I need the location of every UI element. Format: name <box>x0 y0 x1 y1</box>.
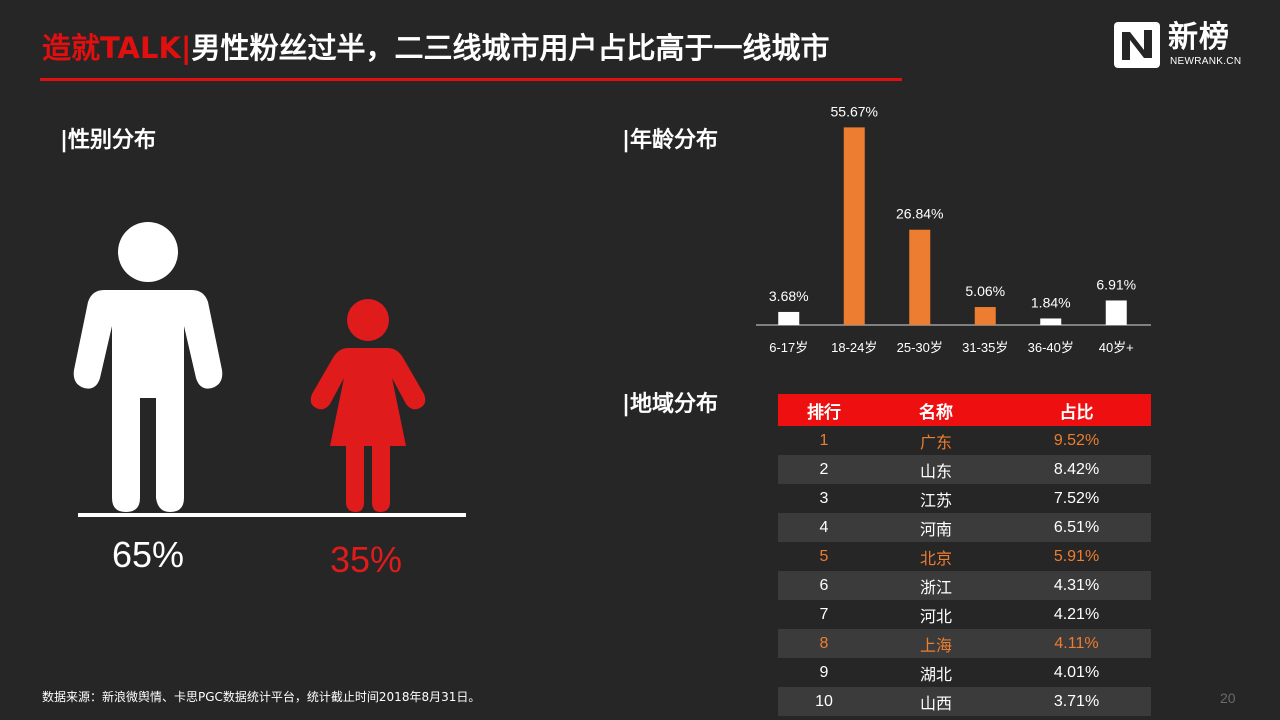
rank-cell: 10 <box>778 687 870 716</box>
province-cell: 浙江 <box>870 571 1002 600</box>
table-row: 9 湖北 4.01% <box>778 658 1151 687</box>
table-row: 1 广东 9.52% <box>778 426 1151 455</box>
gender-baseline <box>78 513 466 517</box>
province-cell: 河南 <box>870 513 1002 542</box>
logo-chinese-text: 新榜 <box>1168 20 1230 55</box>
region-table-header: 排行 名称 占比 <box>778 394 1151 426</box>
female-percentage: 35% <box>330 539 403 580</box>
table-row: 7 河北 4.21% <box>778 600 1151 629</box>
header-share: 占比 <box>1002 394 1151 426</box>
age-data-label: 3.68% <box>769 288 809 304</box>
header-rank: 排行 <box>778 394 870 426</box>
age-category-label: 6-17岁 <box>769 340 808 355</box>
province-cell: 山西 <box>870 687 1002 716</box>
province-cell: 湖北 <box>870 658 1002 687</box>
age-bar <box>1040 318 1062 325</box>
logo-english-text: NEWRANK.CN <box>1170 56 1242 67</box>
age-data-label: 55.67% <box>831 103 878 119</box>
share-cell: 4.11% <box>1002 629 1151 658</box>
female-figure-icon <box>310 299 426 512</box>
rank-cell: 4 <box>778 513 870 542</box>
age-data-label: 26.84% <box>896 206 943 222</box>
province-cell: 河北 <box>870 600 1002 629</box>
age-data-label: 6.91% <box>1096 276 1136 292</box>
share-cell: 9.52% <box>1002 426 1151 455</box>
province-cell: 广东 <box>870 426 1002 455</box>
age-bar <box>843 127 865 326</box>
newrank-logo-icon <box>1114 22 1160 68</box>
rank-cell: 2 <box>778 455 870 484</box>
province-cell: 上海 <box>870 629 1002 658</box>
age-category-label: 18-24岁 <box>831 340 877 355</box>
header-name: 名称 <box>870 394 1002 426</box>
rank-cell: 8 <box>778 629 870 658</box>
age-bar <box>909 229 931 325</box>
data-source-note: 数据来源：新浪微舆情、卡思PGC数据统计平台，统计截止时间2018年8月31日。 <box>42 690 481 704</box>
title-brand: 造就TALK| <box>42 31 192 65</box>
age-category-label: 40岁+ <box>1099 340 1134 355</box>
share-cell: 7.52% <box>1002 484 1151 513</box>
page-number: 20 <box>1220 690 1236 706</box>
male-percentage: 65% <box>112 534 185 575</box>
age-category-label: 25-30岁 <box>897 340 943 355</box>
table-row: 3 江苏 7.52% <box>778 484 1151 513</box>
age-bar-chart: 3.68% 6-17岁 55.67% 18-24岁 26.84% 25-30岁 5.06% 3… <box>756 103 1151 355</box>
age-data-label: 5.06% <box>965 283 1005 299</box>
share-cell: 3.71% <box>1002 687 1151 716</box>
table-row: 6 浙江 4.31% <box>778 571 1151 600</box>
age-bar <box>1105 300 1127 325</box>
share-cell: 5.91% <box>1002 542 1151 571</box>
male-figure-icon <box>73 222 223 512</box>
share-cell: 8.42% <box>1002 455 1151 484</box>
age-section-title: |年龄分布 <box>622 128 719 153</box>
region-table: 排行 名称 占比 1 广东 9.52% 2 山东 8.42% 3 江苏 7.52% 4 河南 6.51… <box>778 394 1151 716</box>
province-cell: 北京 <box>870 542 1002 571</box>
newrank-logo: 新榜 NEWRANK.CN <box>1114 20 1254 70</box>
page-title: 造就TALK|男性粉丝过半，二三线城市用户占比高于一线城市 <box>42 28 830 68</box>
share-cell: 4.01% <box>1002 658 1151 687</box>
province-cell: 江苏 <box>870 484 1002 513</box>
share-cell: 4.21% <box>1002 600 1151 629</box>
age-category-label: 31-35岁 <box>962 340 1008 355</box>
rank-cell: 3 <box>778 484 870 513</box>
rank-cell: 6 <box>778 571 870 600</box>
share-cell: 6.51% <box>1002 513 1151 542</box>
age-bar <box>778 311 800 325</box>
rank-cell: 9 <box>778 658 870 687</box>
rank-cell: 1 <box>778 426 870 455</box>
rank-cell: 5 <box>778 542 870 571</box>
province-cell: 山东 <box>870 455 1002 484</box>
title-text: 男性粉丝过半，二三线城市用户占比高于一线城市 <box>191 31 830 65</box>
table-row: 5 北京 5.91% <box>778 542 1151 571</box>
gender-section-title: |性别分布 <box>60 128 157 153</box>
region-section-title: |地域分布 <box>622 392 719 417</box>
table-row: 4 河南 6.51% <box>778 513 1151 542</box>
table-row: 10 山西 3.71% <box>778 687 1151 716</box>
rank-cell: 7 <box>778 600 870 629</box>
age-category-label: 36-40岁 <box>1028 340 1074 355</box>
age-bar <box>974 307 996 325</box>
share-cell: 4.31% <box>1002 571 1151 600</box>
table-row: 8 上海 4.11% <box>778 629 1151 658</box>
table-row: 2 山东 8.42% <box>778 455 1151 484</box>
age-data-label: 1.84% <box>1031 294 1071 310</box>
title-underline <box>40 78 902 81</box>
